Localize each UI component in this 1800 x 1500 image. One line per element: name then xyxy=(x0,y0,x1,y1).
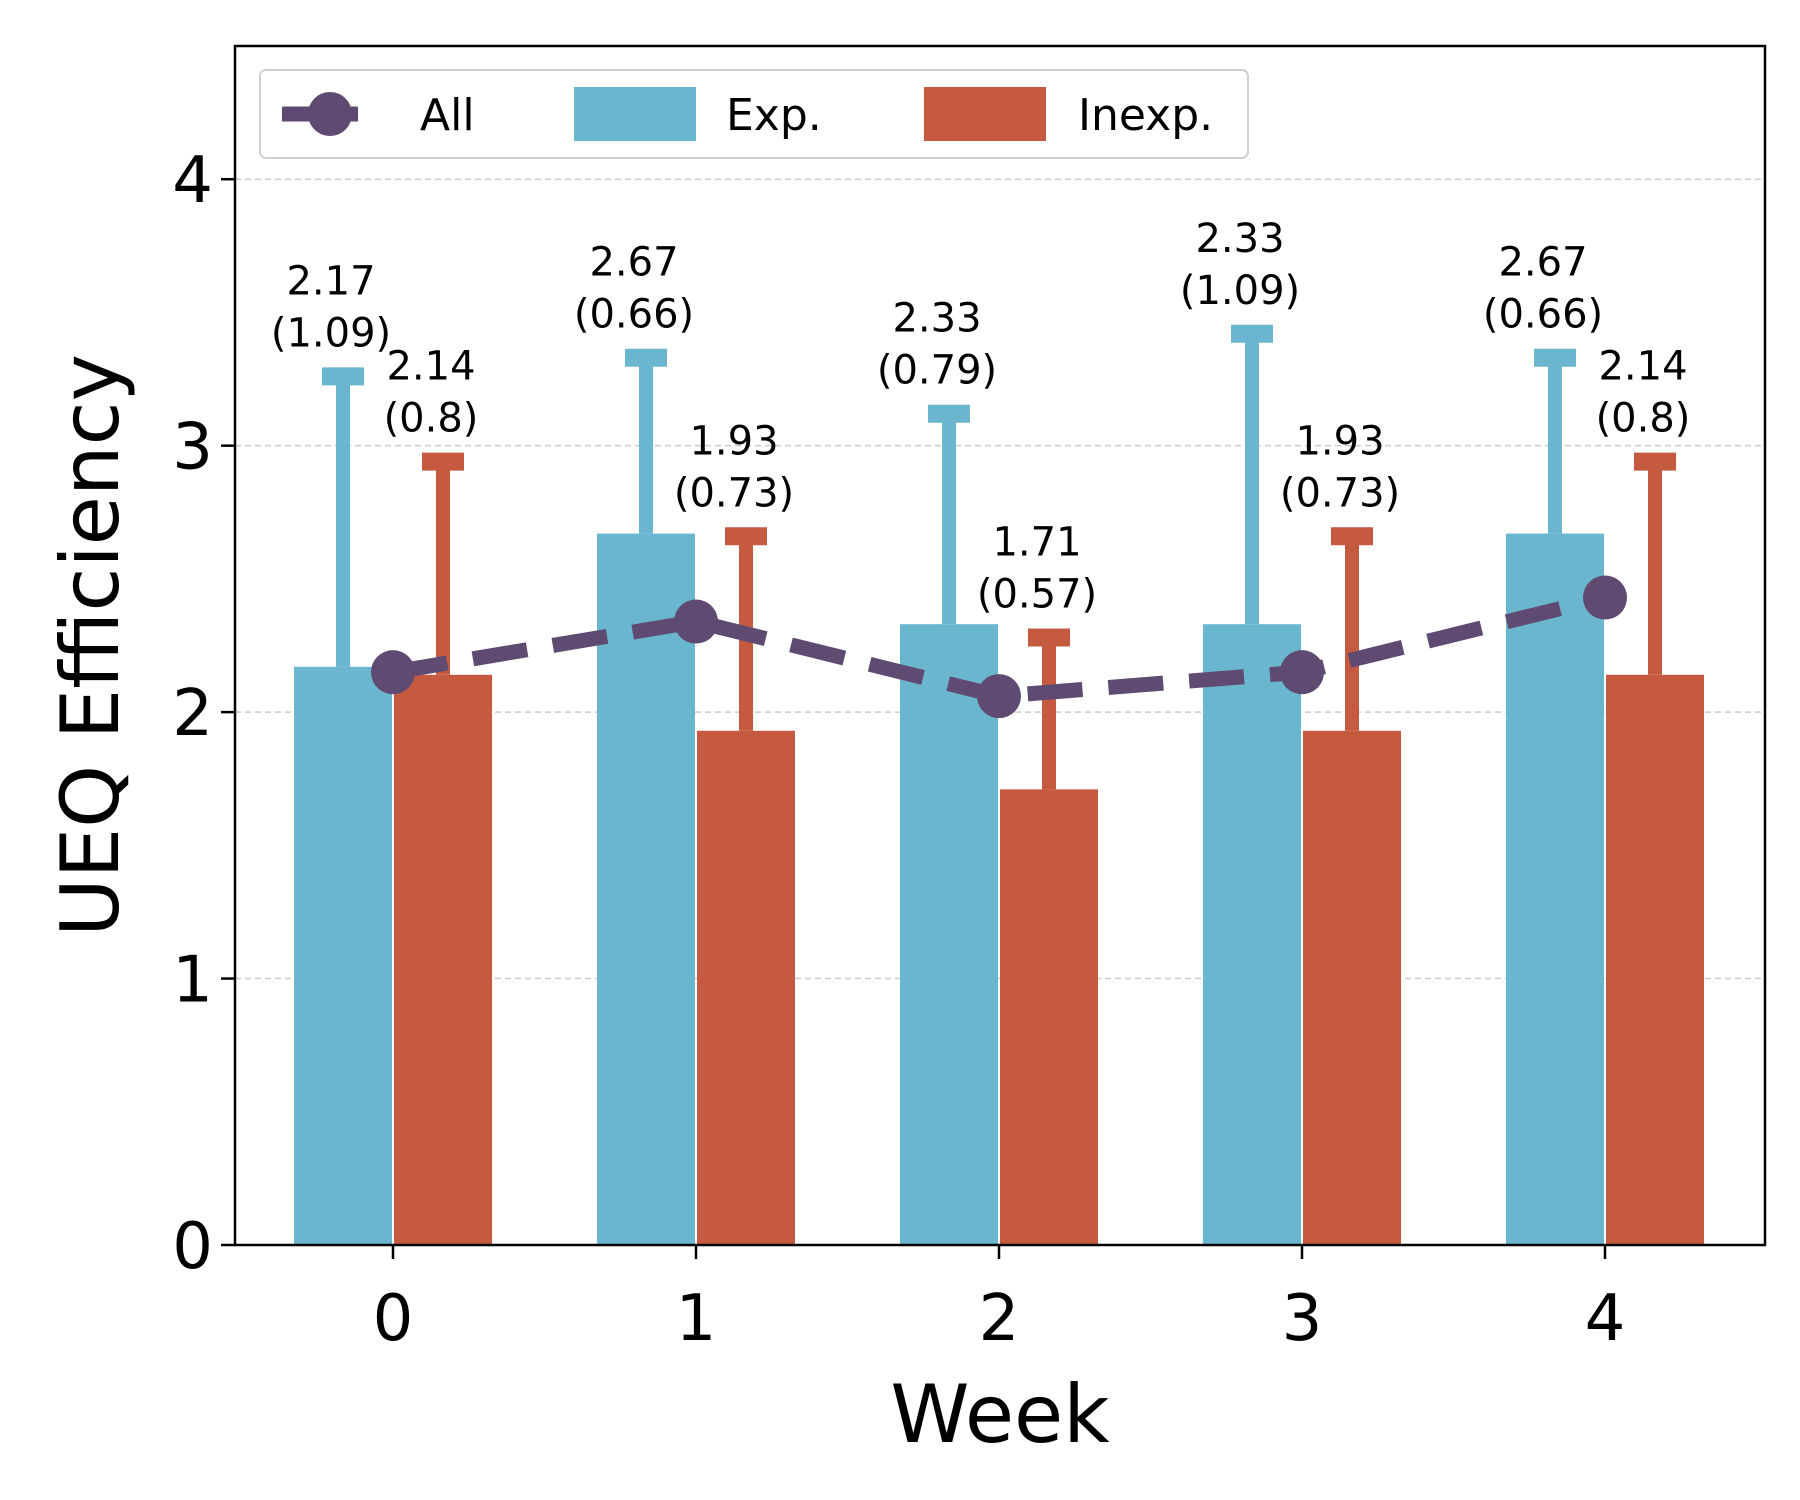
x-axis-label: Week xyxy=(890,1368,1110,1461)
bar-label-exp-week-4: 2.67 xyxy=(1498,240,1587,286)
bars xyxy=(294,324,1704,1245)
bar-exp-week-0 xyxy=(294,666,392,1245)
bar-label-sd-inexp-week-1: (0.73) xyxy=(674,470,794,516)
y-axis-label: UEQ Efficiency xyxy=(44,354,137,937)
x-tick-label-2: 2 xyxy=(979,1282,1020,1356)
bar-labels: 2.17 (1.09) 2.67 (0.66) 2.33 (0.79) 2.33 (1.09)… xyxy=(271,216,1691,618)
x-tick-label-3: 3 xyxy=(1282,1282,1323,1356)
x-tick-label-0: 0 xyxy=(373,1282,414,1356)
bar-inexp-week-1 xyxy=(697,730,795,1245)
bar-label-inexp-week-1: 1.93 xyxy=(689,418,778,464)
all-marker-week-0 xyxy=(371,650,415,695)
x-tick-label-1: 1 xyxy=(676,1282,717,1356)
bar-exp-week-4 xyxy=(1506,533,1604,1245)
bar-exp-week-2 xyxy=(900,624,998,1245)
y-tick-label-4: 4 xyxy=(172,144,213,218)
axes: 0 1 2 3 4 0 1 2 3 4 xyxy=(172,144,1625,1356)
bar-label-sd-exp-week-0: (1.09) xyxy=(271,310,391,356)
legend-label-all: All xyxy=(420,90,475,141)
bar-inexp-week-3 xyxy=(1303,730,1401,1245)
bar-exp-week-1 xyxy=(597,533,695,1245)
bar-inexp-week-4 xyxy=(1606,674,1704,1245)
bar-label-sd-exp-week-4: (0.66) xyxy=(1483,292,1603,338)
all-marker-week-3 xyxy=(1280,650,1324,695)
bar-label-sd-exp-week-1: (0.66) xyxy=(574,292,694,338)
legend-label-exp: Exp. xyxy=(726,90,822,141)
bar-label-inexp-week-0: 2.14 xyxy=(386,344,475,390)
bar-label-sd-exp-week-3: (1.09) xyxy=(1180,268,1300,314)
all-marker-week-2 xyxy=(977,674,1021,719)
legend: All Exp. Inexp. xyxy=(259,69,1249,159)
bar-label-sd-inexp-week-2: (0.57) xyxy=(977,572,1097,618)
bar-label-exp-week-0: 2.17 xyxy=(286,258,375,304)
bar-label-inexp-week-2: 1.71 xyxy=(992,520,1081,566)
y-tick-label-2: 2 xyxy=(172,677,213,751)
y-tick-label-3: 3 xyxy=(172,411,213,485)
bar-label-sd-exp-week-2: (0.79) xyxy=(877,348,997,394)
bar-inexp-week-2 xyxy=(1000,789,1098,1245)
bar-label-exp-week-1: 2.67 xyxy=(589,240,678,286)
bar-label-sd-inexp-week-0: (0.8) xyxy=(384,396,479,442)
legend-swatch-all-marker xyxy=(308,92,352,136)
x-tick-label-4: 4 xyxy=(1585,1282,1626,1356)
all-marker-week-4 xyxy=(1583,575,1627,620)
bar-label-inexp-week-4: 2.14 xyxy=(1598,344,1687,390)
bar-exp-week-3 xyxy=(1203,624,1301,1245)
y-tick-label-1: 1 xyxy=(172,944,213,1018)
bar-label-exp-week-2: 2.33 xyxy=(892,296,981,342)
y-tick-label-0: 0 xyxy=(172,1210,213,1284)
bar-label-exp-week-3: 2.33 xyxy=(1195,216,1284,262)
bar-label-sd-inexp-week-3: (0.73) xyxy=(1280,470,1400,516)
bar-label-sd-inexp-week-4: (0.8) xyxy=(1596,396,1691,442)
legend-swatch-exp xyxy=(574,87,696,141)
all-line xyxy=(371,575,1627,719)
bar-inexp-week-0 xyxy=(394,674,492,1245)
all-marker-week-1 xyxy=(674,599,718,644)
bar-label-inexp-week-3: 1.93 xyxy=(1295,418,1384,464)
legend-swatch-inexp xyxy=(924,87,1046,141)
legend-label-inexp: Inexp. xyxy=(1078,90,1213,141)
